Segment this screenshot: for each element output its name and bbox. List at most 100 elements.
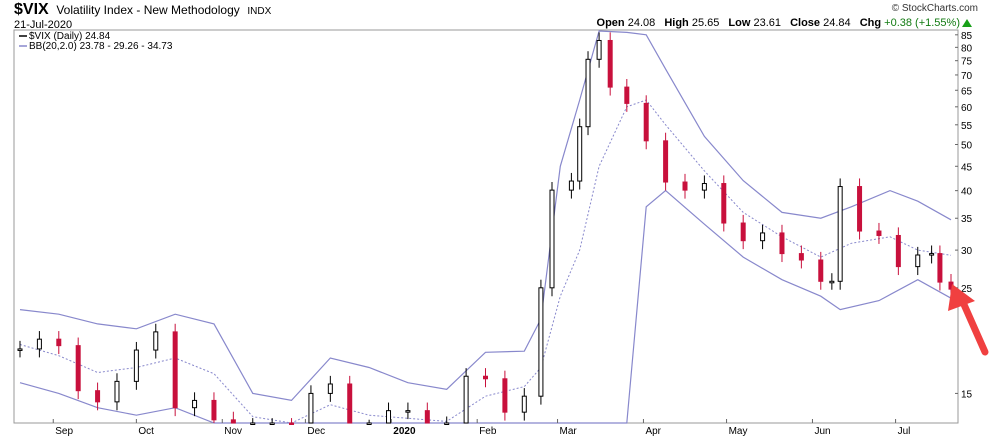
candle-body [502, 378, 508, 413]
candle-body [682, 181, 688, 191]
candle-body [538, 287, 544, 397]
candle-body [75, 345, 81, 392]
annotation-arrow-head [948, 284, 975, 311]
close-value: 24.84 [823, 17, 851, 29]
candle-body [521, 395, 527, 413]
candle-body [549, 189, 555, 289]
x-tick-label: Dec [307, 426, 325, 437]
candle-body [929, 253, 935, 256]
close-label: Close [790, 17, 821, 29]
candle-body [463, 375, 469, 424]
candles [17, 32, 954, 425]
x-tick-label: Feb [479, 426, 497, 437]
candle-body [483, 375, 488, 380]
symbol: $VIX [14, 1, 49, 18]
candle-body [386, 410, 392, 424]
x-tick-label: Apr [645, 426, 661, 437]
y-tick-label: 65 [961, 86, 973, 97]
y-tick-label: 35 [961, 214, 973, 225]
candle-body [643, 102, 649, 142]
bollinger-bands [19, 30, 952, 424]
chart-title: $VIX Volatility Index - New Methodology … [14, 1, 271, 19]
candle-body [133, 349, 139, 382]
candle-body [721, 183, 727, 224]
legend: $VIX (Daily) 24.84 BB(20,2.0) 23.78 - 29… [19, 31, 173, 52]
chg-value: +0.38 (+1.55%) [884, 17, 960, 29]
y-tick-label: 60 [961, 103, 973, 114]
candle-body [596, 39, 602, 60]
candle-body [36, 338, 42, 350]
y-tick-label: 55 [961, 121, 973, 132]
candle-body [17, 348, 23, 351]
candle-body [740, 222, 746, 242]
candle-body [347, 383, 353, 424]
high-label: High [664, 17, 689, 29]
candle-body [192, 399, 198, 409]
open-value: 24.08 [627, 17, 656, 29]
candle-body [829, 280, 835, 284]
y-tick-label: 85 [961, 31, 973, 42]
candle-body [607, 39, 613, 88]
annotation-arrow [948, 284, 989, 356]
x-tick-label: Jun [814, 426, 830, 437]
y-tick-label: 70 [961, 71, 973, 82]
open-label: Open [596, 17, 625, 29]
candle-body [701, 183, 707, 191]
high-value: 25.65 [691, 17, 720, 29]
y-tick-label: 30 [961, 246, 973, 257]
instrument-name: Volatility Index - New Methodology [56, 3, 240, 17]
candle-body [308, 392, 314, 424]
candle-body [798, 253, 804, 261]
x-tick-label: Nov [224, 426, 242, 437]
y-tick-label: 45 [961, 162, 973, 173]
candle-body [837, 186, 843, 282]
candle-body [895, 234, 901, 268]
legend-price: $VIX (Daily) 24.84 [29, 31, 111, 42]
y-tick-label: 40 [961, 187, 973, 198]
up-arrow-icon [962, 19, 972, 27]
candle-body [211, 399, 217, 421]
candle-body [568, 180, 574, 191]
candle-body [289, 422, 295, 425]
candle-body [366, 422, 372, 425]
candle-body [424, 410, 430, 424]
candle-body [405, 410, 411, 413]
candle-body [779, 232, 785, 255]
quote-bar: Open 24.08 High 25.65 Low 23.61 Close 24… [591, 17, 960, 29]
candle-body [577, 126, 583, 182]
x-tick-label: Oct [138, 426, 154, 437]
candle-body [876, 230, 882, 236]
annotation-arrow-shaft [958, 296, 989, 356]
y-tick-label: 50 [961, 141, 973, 152]
legend-bb: BB(20,2.0) 23.78 - 29.26 - 34.73 [29, 41, 173, 52]
candle-body [172, 331, 178, 409]
x-tick-label: Sep [55, 426, 73, 437]
candle-body [95, 390, 101, 403]
x-axis: Sep Oct Nov Dec 2020 Feb Mar Apr May Jun Jul [52, 419, 911, 437]
candle-body [250, 422, 256, 425]
x-tick-label: Jul [898, 426, 911, 437]
y-tick-label: 15 [961, 389, 973, 400]
y-tick-label: 80 [961, 43, 973, 54]
candle-body [624, 86, 630, 104]
chg-label: Chg [859, 17, 882, 29]
candle-body [937, 253, 943, 283]
x-tick-label: Mar [560, 426, 578, 437]
brand-watermark: © StockCharts.com [891, 3, 978, 14]
candle-body [585, 58, 591, 128]
candle-body [857, 186, 863, 232]
bb-line-upper [19, 30, 952, 402]
y-tick-label: 75 [961, 57, 973, 68]
exchange: INDX [247, 6, 272, 17]
candle-body [114, 380, 120, 403]
candle-body [153, 331, 159, 351]
candle-body [269, 422, 275, 425]
x-tick-label: May [729, 426, 748, 437]
candle-body [230, 419, 236, 424]
candle-body [327, 383, 333, 394]
candle-body [760, 232, 766, 242]
candle-body [56, 338, 62, 347]
candle-body [444, 422, 450, 425]
